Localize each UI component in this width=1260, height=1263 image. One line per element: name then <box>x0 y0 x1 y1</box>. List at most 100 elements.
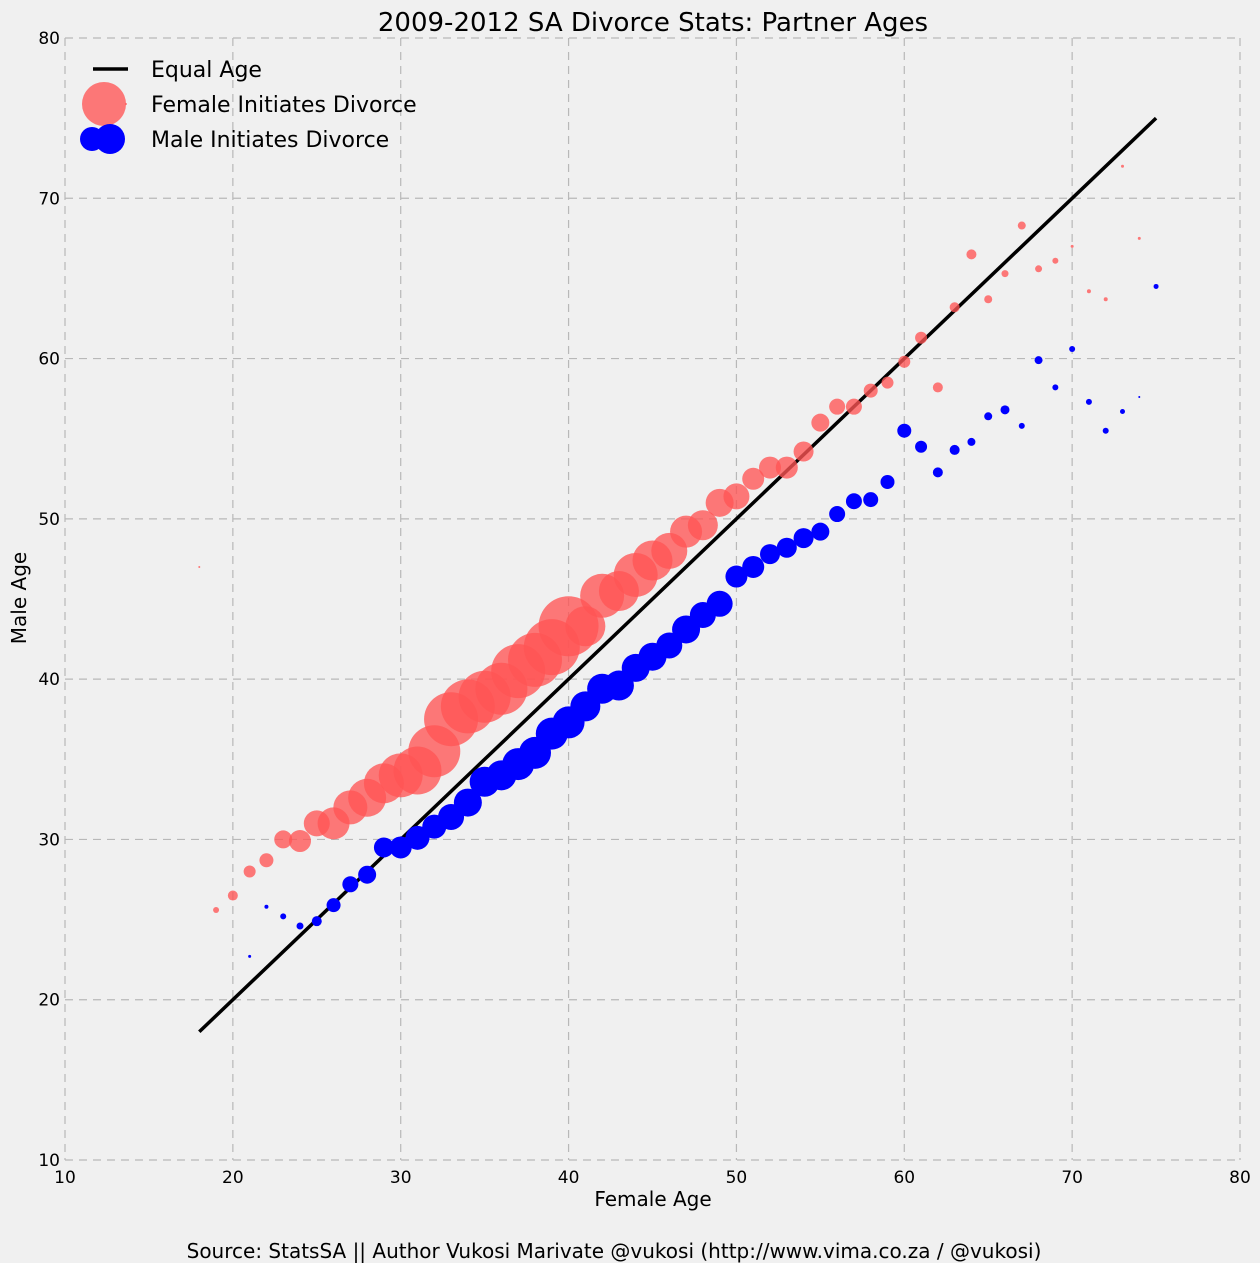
male-point <box>811 522 830 541</box>
male-point <box>296 922 304 930</box>
female-point <box>723 483 750 510</box>
male-point <box>793 528 814 549</box>
x-tick-label: 20 <box>222 1168 244 1188</box>
y-tick-label: 50 <box>38 510 60 530</box>
legend: Equal Age Female Initiates Divorce Male … <box>80 58 417 154</box>
female-point <box>845 398 862 415</box>
x-tick-label: 60 <box>893 1168 915 1188</box>
female-point <box>1070 244 1074 248</box>
male-point <box>453 788 482 817</box>
male-point <box>915 440 928 453</box>
female-point <box>881 376 894 389</box>
female-point <box>949 302 960 313</box>
female-point <box>932 382 943 393</box>
male-point <box>326 898 341 913</box>
male-point <box>1034 356 1043 365</box>
x-axis-label: Female Age <box>594 1187 711 1211</box>
male-point <box>311 916 322 927</box>
legend-female-marker <box>82 82 126 126</box>
x-tick-label: 80 <box>1229 1168 1251 1188</box>
male-point <box>373 837 394 858</box>
male-point <box>1018 422 1025 429</box>
male-point <box>706 590 733 617</box>
legend-male-marker <box>95 124 125 154</box>
male-point <box>358 865 377 884</box>
y-tick-label: 60 <box>38 350 60 370</box>
female-point <box>759 456 781 479</box>
x-axis: 10 20 30 40 50 60 70 80 <box>54 1168 1251 1188</box>
x-tick-label: 10 <box>54 1168 76 1188</box>
female-point <box>198 565 201 568</box>
y-tick-label: 80 <box>38 29 60 49</box>
male-point <box>742 555 765 578</box>
female-point <box>811 413 830 432</box>
male-point <box>1153 283 1159 289</box>
male-point <box>1085 398 1092 405</box>
y-tick-label: 20 <box>38 991 60 1011</box>
female-point <box>898 355 911 368</box>
female-point <box>829 398 846 415</box>
male-point <box>845 493 862 510</box>
male-point <box>1120 408 1125 414</box>
male-point <box>656 632 683 659</box>
female-point <box>775 456 798 479</box>
x-tick-label: 30 <box>390 1168 412 1188</box>
female-point <box>243 865 256 878</box>
female-point <box>687 510 718 541</box>
x-tick-label: 40 <box>558 1168 580 1188</box>
female-point <box>1052 257 1059 264</box>
female-point <box>289 830 311 853</box>
male-point <box>389 836 412 859</box>
female-point <box>1121 164 1124 168</box>
male-point <box>1052 384 1059 391</box>
female-point <box>742 467 765 490</box>
y-axis-label: Male Age <box>7 552 31 644</box>
male-point <box>829 506 846 523</box>
female-point <box>1017 221 1026 230</box>
female-point <box>966 249 977 260</box>
y-tick-label: 40 <box>38 670 60 690</box>
female-series <box>198 164 1141 913</box>
legend-female-marker-small <box>125 103 127 105</box>
equal-age-line <box>198 116 1158 1034</box>
female-point <box>1103 297 1108 302</box>
male-point <box>1138 396 1141 399</box>
male-point <box>984 412 993 421</box>
male-point <box>725 565 748 588</box>
male-point <box>932 467 943 478</box>
y-tick-label: 30 <box>38 830 60 850</box>
female-point <box>863 383 878 398</box>
female-point <box>1001 270 1009 278</box>
male-point <box>248 954 252 958</box>
male-point <box>897 423 912 438</box>
female-point <box>259 853 274 868</box>
female-point <box>915 331 928 344</box>
male-point <box>1000 405 1010 415</box>
female-point <box>984 295 993 304</box>
y-axis: 10 20 30 40 50 60 70 80 <box>38 29 60 1171</box>
y-tick-label: 10 <box>38 1151 60 1171</box>
male-series <box>248 283 1159 958</box>
male-point <box>863 492 879 508</box>
x-tick-label: 70 <box>1061 1168 1083 1188</box>
male-point <box>760 544 780 565</box>
x-tick-label: 50 <box>726 1168 748 1188</box>
male-point <box>342 876 359 893</box>
legend-equal-age-label: Equal Age <box>151 58 262 83</box>
chart-title: 2009-2012 SA Divorce Stats: Partner Ages <box>378 8 928 38</box>
female-point <box>793 441 814 462</box>
male-point <box>949 444 960 455</box>
male-point <box>264 904 269 909</box>
legend-male-label: Male Initiates Divorce <box>151 128 389 153</box>
female-point <box>274 830 293 849</box>
male-point <box>1102 427 1109 434</box>
male-point <box>776 537 797 558</box>
female-point <box>1137 236 1141 240</box>
source-credit: Source: StatsSA || Author Vukosi Marivat… <box>187 1239 1042 1263</box>
male-point <box>880 474 895 489</box>
legend-female-label: Female Initiates Divorce <box>151 93 417 118</box>
female-point <box>213 906 220 913</box>
male-point <box>1069 345 1076 352</box>
female-point <box>227 890 238 901</box>
